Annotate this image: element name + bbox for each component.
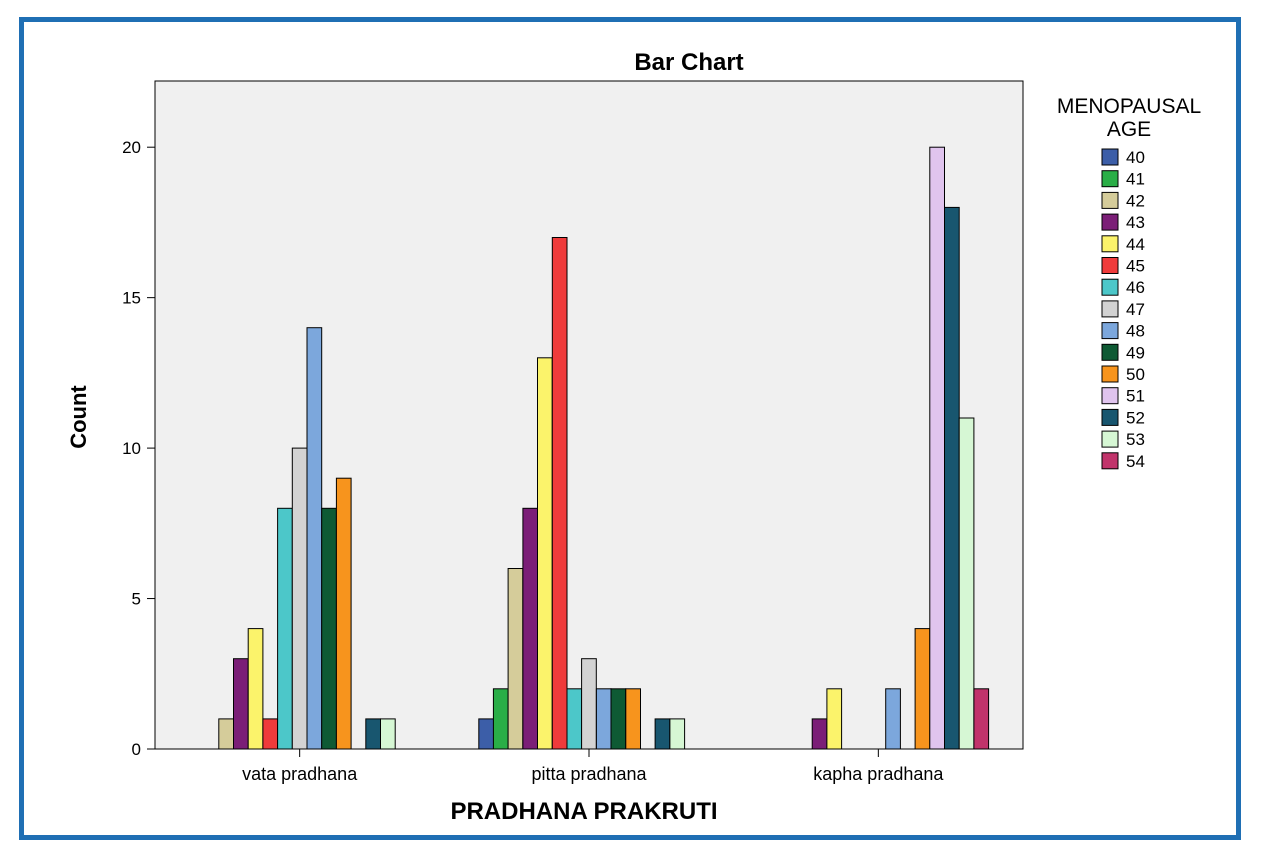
legend-label-49: 49 (1126, 343, 1145, 362)
legend-label-45: 45 (1126, 257, 1145, 276)
bar-53-pitta-pradhana (669, 718, 686, 750)
bar-45-vata-pradhana (262, 718, 279, 750)
bar-46-vata-pradhana (277, 507, 293, 750)
legend-label-40: 40 (1126, 148, 1145, 167)
legend-label-44: 44 (1126, 235, 1145, 254)
bar-50-pitta-pradhana (625, 688, 641, 750)
bar-52-pitta-pradhana (654, 718, 671, 750)
chart-title: Bar Chart (634, 49, 743, 76)
legend-swatch-49 (1101, 343, 1119, 361)
y-tick-label: 5 (132, 590, 141, 609)
bar-52-vata-pradhana (365, 718, 381, 750)
bar-43-vata-pradhana (233, 658, 249, 750)
legend-label-47: 47 (1126, 300, 1145, 319)
legend-swatch-51 (1101, 387, 1119, 405)
bar-52-kapha-pradhana (944, 206, 960, 750)
legend-swatch-41 (1101, 170, 1119, 188)
legend-label-54: 54 (1126, 452, 1145, 471)
bar-44-vata-pradhana (247, 628, 264, 750)
bar-53-vata-pradhana (380, 718, 396, 750)
y-tick-label: 0 (132, 740, 141, 759)
legend-swatch-47 (1101, 300, 1119, 318)
x-tick-label: kapha pradhana (813, 764, 944, 784)
legend-label-42: 42 (1126, 191, 1145, 210)
bar-49-vata-pradhana (321, 507, 337, 750)
legend-swatch-42 (1101, 191, 1119, 209)
legend-title: AGE (1107, 118, 1151, 141)
bar-50-kapha-pradhana (914, 628, 931, 750)
legend-title: MENOPAUSAL (1057, 95, 1201, 118)
x-axis-label: PRADHANA PRAKRUTI (450, 798, 717, 825)
x-axis: vata pradhana pitta pradhana kapha pradhan… (242, 749, 944, 784)
legend-swatch-40 (1101, 148, 1119, 166)
bar-47-vata-pradhana (291, 447, 308, 750)
bar-43-pitta-pradhana (522, 507, 539, 750)
bar-44-pitta-pradhana (537, 357, 553, 750)
bar-42-vata-pradhana (218, 718, 235, 750)
legend-swatch-43 (1101, 213, 1119, 231)
bar-chart: Bar Chart 0 5 10 15 20 vata pradhana pitta pr… (66, 49, 1201, 825)
y-tick-label: 10 (122, 439, 141, 458)
bar-49-pitta-pradhana (610, 688, 627, 750)
bar-44-kapha-pradhana (826, 688, 843, 750)
legend-swatch-54 (1101, 452, 1119, 470)
bar-46-pitta-pradhana (566, 688, 583, 750)
bar-50-vata-pradhana (335, 477, 352, 750)
y-axis: 0 5 10 15 20 (122, 138, 155, 759)
y-axis-label: Count (66, 385, 91, 449)
bar-40-pitta-pradhana (478, 718, 494, 750)
legend-swatch-52 (1101, 408, 1119, 426)
legend-label-52: 52 (1126, 408, 1145, 427)
bar-42-pitta-pradhana (507, 568, 524, 750)
legend-label-50: 50 (1126, 365, 1145, 384)
legend-swatch-50 (1101, 365, 1119, 383)
bars-group (218, 146, 990, 750)
bar-48-pitta-pradhana (595, 688, 612, 750)
legend-swatch-53 (1101, 430, 1119, 448)
bar-43-kapha-pradhana (811, 718, 828, 750)
legend-label-48: 48 (1126, 322, 1145, 341)
legend-swatch-44 (1101, 235, 1119, 253)
bar-48-vata-pradhana (306, 327, 323, 750)
x-tick-label: vata pradhana (242, 764, 358, 784)
bar-47-pitta-pradhana (581, 658, 597, 750)
bar-53-kapha-pradhana (958, 417, 975, 750)
bar-54-kapha-pradhana (973, 688, 990, 750)
x-tick-label: pitta pradhana (531, 764, 647, 784)
legend-label-43: 43 (1126, 213, 1145, 232)
legend-label-51: 51 (1126, 387, 1145, 406)
legend-swatch-45 (1101, 257, 1119, 274)
legend-label-53: 53 (1126, 430, 1145, 449)
legend-swatch-48 (1101, 322, 1119, 340)
y-tick-label: 15 (122, 289, 141, 308)
y-tick-label: 20 (122, 138, 141, 157)
chart-frame: Bar Chart 0 5 10 15 20 vata pradhana pitta pr… (19, 17, 1241, 840)
legend-swatch-46 (1101, 278, 1119, 296)
bar-41-pitta-pradhana (492, 688, 509, 750)
bar-45-pitta-pradhana (551, 237, 568, 750)
bar-48-kapha-pradhana (885, 688, 901, 750)
bar-51-kapha-pradhana (929, 146, 945, 750)
legend-label-41: 41 (1126, 170, 1145, 189)
legend-label-46: 46 (1126, 278, 1145, 297)
